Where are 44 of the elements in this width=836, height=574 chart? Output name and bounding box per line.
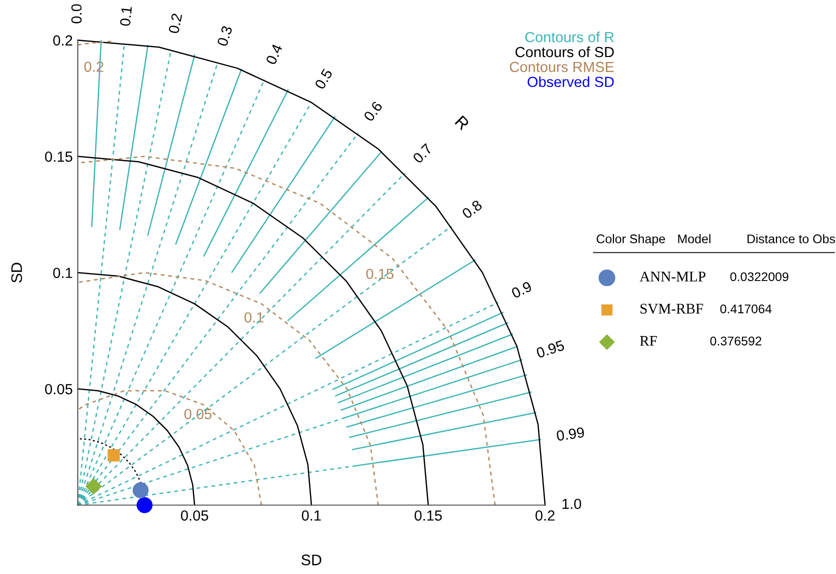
text: Distance to Obs xyxy=(748,234,836,244)
point xyxy=(108,449,120,462)
text: Observed SD xyxy=(528,76,614,88)
text: Contours of SD xyxy=(516,46,614,58)
point xyxy=(132,482,149,498)
annotation: 0.0 xyxy=(71,4,82,24)
annotation: 0.9 xyxy=(510,281,532,299)
annotation: 0.5 xyxy=(314,68,333,90)
point xyxy=(136,497,153,514)
annotation: 0.2 xyxy=(168,13,182,34)
text: 0.0322009 xyxy=(730,272,788,282)
y-tick-label: 0.2 xyxy=(53,35,72,46)
annotation: 0.6 xyxy=(363,100,383,122)
y-axis-title: SD xyxy=(11,262,22,283)
y-tick-label: 0.15 xyxy=(45,152,72,162)
annotation: 0.7 xyxy=(412,143,433,164)
annotation: 0.4 xyxy=(266,43,283,66)
legend-label: RF xyxy=(640,336,657,346)
x-tick-label: 0.1 xyxy=(302,510,321,521)
annotation: 0.1 xyxy=(120,6,132,26)
annotation: 0.99 xyxy=(556,427,585,442)
y-tick-label: 0.1 xyxy=(53,268,72,278)
x-tick-label: 0.05 xyxy=(180,510,208,521)
legend-label: ANN-MLP xyxy=(640,272,706,282)
annotation: 0.8 xyxy=(461,199,483,220)
y-tick-label: 0.05 xyxy=(45,384,72,394)
annotation: 0.05 xyxy=(184,408,212,420)
annotation: 0.95 xyxy=(536,340,565,358)
text: Contours of R xyxy=(525,32,614,42)
text: 0.376592 xyxy=(710,336,762,346)
x-axis-title: SD xyxy=(301,554,322,566)
annotation: 0.15 xyxy=(366,268,394,280)
annotation: 0.3 xyxy=(216,25,232,47)
text: Contours RMSE xyxy=(510,62,614,72)
legend-label: SVM-RBF xyxy=(640,304,704,314)
annotation: 1.0 xyxy=(562,498,582,510)
text: Model xyxy=(678,234,710,244)
point xyxy=(86,478,102,494)
text: Color Shape xyxy=(596,234,665,246)
text: 0.417064 xyxy=(720,304,772,314)
x-tick-label: 0.2 xyxy=(536,510,554,521)
x-tick-label: 0.15 xyxy=(414,510,442,521)
annotation: 0.1 xyxy=(244,312,264,323)
annotation: R xyxy=(454,115,470,131)
